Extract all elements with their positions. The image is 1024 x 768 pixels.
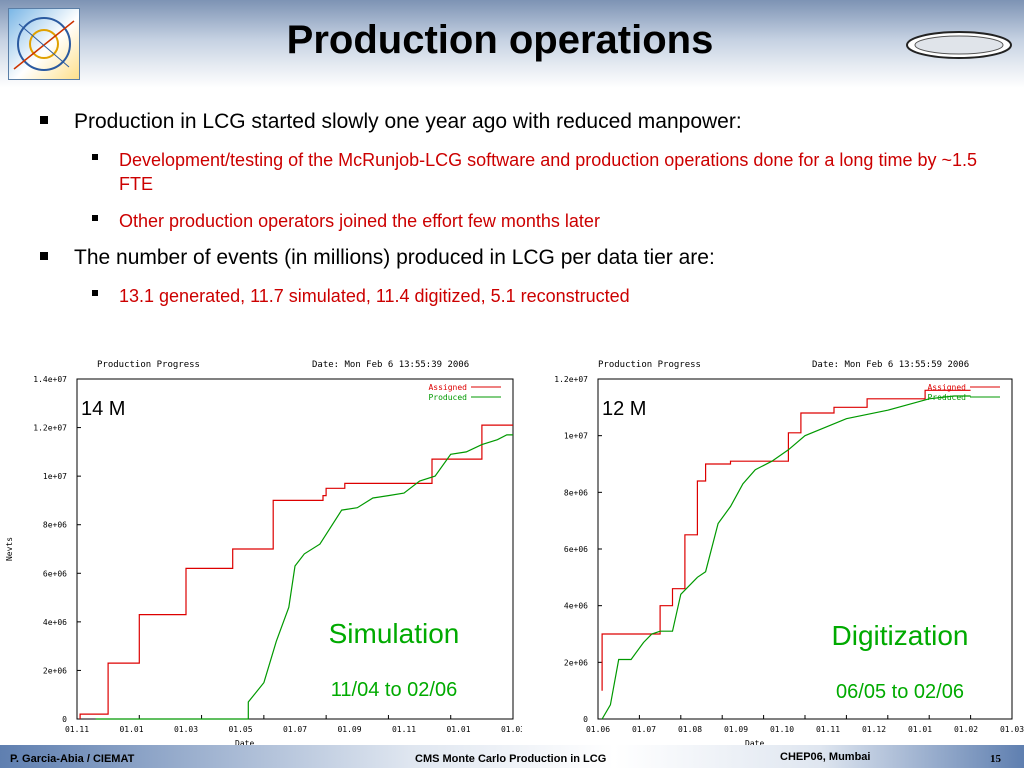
x-axis-label: Date (235, 739, 254, 748)
tier-label: Simulation (329, 618, 460, 649)
tier-date-range: 06/05 to 02/06 (836, 681, 964, 703)
simulation-chart: Production Progress Date: Mon Feb 6 13:55… (5, 360, 522, 748)
x-tick-label: 01.05 (228, 725, 252, 734)
legend-label-produced: Produced (428, 393, 467, 402)
y-tick-label: 6e+06 (564, 545, 588, 554)
chart-peak-annotation: 14 M (81, 398, 125, 420)
y-tick-label: 1e+07 (43, 472, 67, 481)
bullet-square-icon (40, 116, 48, 124)
footer-author: P. Garcia-Abia / CIEMAT (10, 753, 135, 765)
x-tick-label: 01.11 (816, 725, 840, 734)
plot-frame (76, 378, 514, 720)
bullet-square-icon (92, 154, 98, 160)
tier-date-range: 11/04 to 02/06 (331, 679, 457, 701)
x-tick-label: 01.02 (954, 725, 978, 734)
x-axis-label: Date (745, 739, 764, 748)
x-tick-label: 01.07 (283, 725, 307, 734)
y-tick-label: 2e+06 (43, 666, 67, 675)
y-tick-label: 8e+06 (43, 521, 67, 530)
bullet-text: 13.1 generated, 11.7 simulated, 11.4 dig… (119, 286, 630, 306)
slide-footer: P. Garcia-Abia / CIEMAT CMS Monte Carlo … (0, 745, 1024, 768)
x-tick-label: 01.06 (586, 725, 610, 734)
chart-date-label: Date: Mon Feb 6 13:55:39 2006 (312, 360, 469, 370)
x-tick-label: 01.03 (501, 725, 522, 734)
plot-frame (597, 378, 1013, 720)
x-tick-label: 01.03 (1000, 725, 1024, 734)
footer-page-number: 15 (990, 753, 1001, 765)
y-tick-label: 2e+06 (564, 658, 588, 667)
cms-logo (8, 8, 80, 80)
x-tick-label: 01.12 (862, 725, 886, 734)
y-tick-label: 1.2e+07 (33, 424, 67, 433)
x-tick-label: 01.08 (678, 725, 702, 734)
chart-title: Production Progress (97, 360, 200, 370)
y-tick-label: 4e+06 (43, 618, 67, 627)
series-line-produced (601, 395, 971, 720)
bullet-text: The number of events (in millions) produ… (74, 246, 715, 269)
bullet-text: Production in LCG started slowly one yea… (74, 110, 742, 133)
digitization-chart: Production Progress Date: Mon Feb 6 13:55… (554, 360, 1024, 748)
bullet-square-icon (92, 290, 98, 296)
x-tick-label: 01.01 (446, 725, 470, 734)
tier-label: Digitization (832, 620, 969, 651)
x-tick-label: 01.11 (65, 725, 89, 734)
y-tick-label: 1e+07 (564, 432, 588, 441)
series-line-assigned (79, 424, 513, 719)
y-tick-label: 1.2e+07 (554, 375, 588, 384)
y-tick-label: 6e+06 (43, 569, 67, 578)
bullet-square-icon (40, 252, 48, 260)
bullet-text: Development/testing of the McRunjob-LCG … (119, 150, 977, 194)
chart-peak-annotation: 12 M (602, 398, 646, 420)
bullet-text: Other production operators joined the ef… (119, 211, 600, 231)
x-tick-label: 01.01 (908, 725, 932, 734)
x-tick-label: 01.01 (119, 725, 143, 734)
y-tick-label: 0 (62, 715, 67, 724)
footer-talk-title: CMS Monte Carlo Production in LCG (415, 753, 607, 765)
slide-header: Production operations (0, 0, 1024, 88)
bullet-square-icon (92, 215, 98, 221)
x-tick-label: 01.07 (632, 725, 656, 734)
legend-label-produced: Produced (927, 393, 966, 402)
y-tick-label: 0 (583, 715, 588, 724)
cms-logo-graphic (13, 17, 75, 71)
x-tick-label: 01.03 (174, 725, 198, 734)
ciemat-logo (906, 31, 1012, 59)
chart-title: Production Progress (598, 360, 701, 370)
series-line-assigned (601, 389, 971, 691)
y-axis-label: Nevts (5, 537, 14, 561)
x-tick-label: 01.11 (392, 725, 416, 734)
slide-title: Production operations (286, 18, 714, 62)
x-tick-label: 01.09 (724, 725, 748, 734)
y-tick-label: 4e+06 (564, 602, 588, 611)
series-line-produced (95, 434, 513, 720)
y-tick-label: 1.4e+07 (33, 375, 67, 384)
y-tick-label: 8e+06 (564, 488, 588, 497)
x-tick-label: 01.09 (337, 725, 361, 734)
legend-label-assigned: Assigned (927, 383, 966, 392)
legend-label-assigned: Assigned (428, 383, 467, 392)
footer-conference: CHEP06, Mumbai (780, 751, 871, 763)
x-tick-label: 01.10 (770, 725, 794, 734)
chart-date-label: Date: Mon Feb 6 13:55:59 2006 (812, 360, 969, 370)
